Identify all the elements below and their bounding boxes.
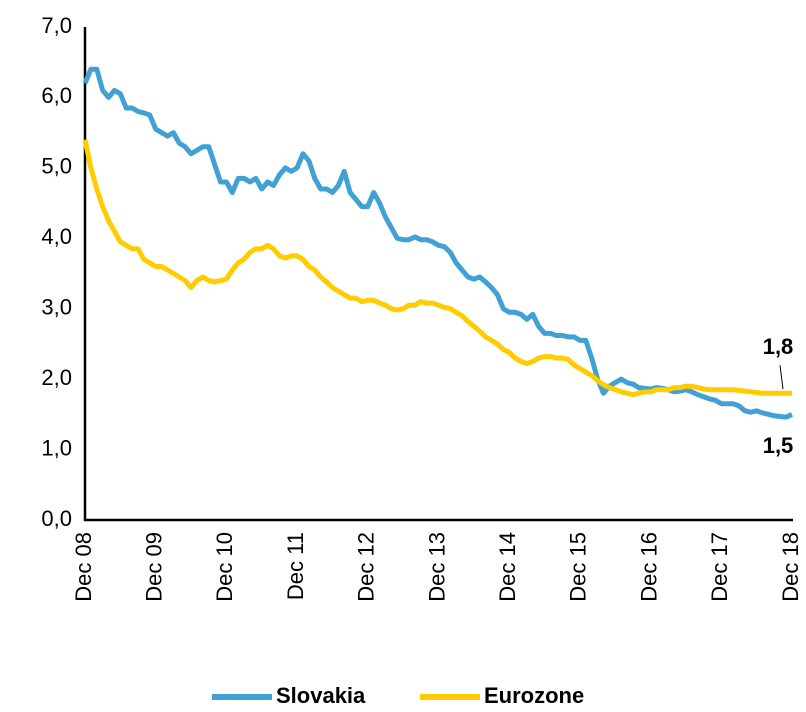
y-tick-label: 5,0 xyxy=(41,154,72,179)
x-tick-label: Dec 14 xyxy=(495,532,520,602)
series-line xyxy=(82,139,792,398)
series-line xyxy=(82,66,794,420)
x-tick-label: Dec 11 xyxy=(283,532,308,600)
y-tick-label: 1,0 xyxy=(41,435,72,460)
x-tick-label: Dec 17 xyxy=(707,532,732,602)
y-tick-label: 3,0 xyxy=(41,295,72,320)
y-tick-label: 2,0 xyxy=(41,365,72,390)
legend-label: Eurozone xyxy=(484,683,584,708)
x-tick-label: Dec 16 xyxy=(636,532,661,602)
data-label: 1,5 xyxy=(763,433,794,458)
x-tick-label: Dec 12 xyxy=(354,532,379,602)
x-tick-label: Dec 08 xyxy=(71,532,96,602)
y-tick-label: 7,0 xyxy=(41,13,72,38)
y-tick-label: 0,0 xyxy=(41,506,72,531)
data-label: 1,8 xyxy=(763,334,794,359)
leader-line xyxy=(779,365,784,390)
y-tick-label: 4,0 xyxy=(41,224,72,249)
x-tick-label: Dec 13 xyxy=(424,532,449,602)
x-tick-label: Dec 10 xyxy=(212,532,237,602)
x-tick-label: Dec 09 xyxy=(142,532,167,602)
legend-label: Slovakia xyxy=(276,683,366,708)
y-tick-label: 6,0 xyxy=(41,83,72,108)
x-tick-label: Dec 18 xyxy=(778,532,803,602)
x-tick-label: Dec 15 xyxy=(566,532,591,602)
